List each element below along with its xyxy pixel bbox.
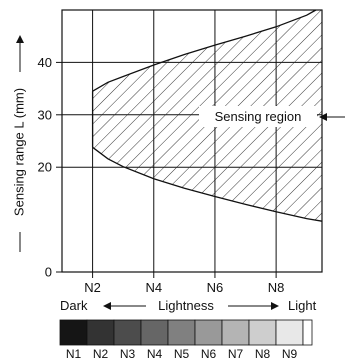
region-callout: Sensing region bbox=[199, 106, 345, 127]
scale-label: N8 bbox=[255, 347, 271, 361]
scale-swatch bbox=[248, 319, 277, 346]
scale-swatch bbox=[194, 319, 223, 346]
upper-boundary-line bbox=[92, 9, 317, 92]
scale-label: N4 bbox=[147, 347, 163, 361]
y-tick-label: 40 bbox=[38, 55, 52, 70]
lightness-title: Lightness bbox=[158, 298, 214, 313]
y-tick-label: 20 bbox=[38, 160, 52, 175]
region-label-box bbox=[199, 106, 317, 127]
lightness-scale-labels: N1 N2 N3 N4 N5 N6 N7 N8 N9 bbox=[66, 347, 298, 361]
scale-swatch bbox=[140, 319, 169, 346]
scale-label: N5 bbox=[174, 347, 190, 361]
x-tick-label: N8 bbox=[268, 280, 285, 295]
x-tick-label: N6 bbox=[207, 280, 224, 295]
lightness-row: Dark Lightness Light bbox=[60, 298, 317, 313]
scale-swatch bbox=[275, 319, 304, 346]
scale-swatch bbox=[113, 319, 142, 346]
region-label: Sensing region bbox=[215, 109, 302, 124]
scale-swatch bbox=[221, 319, 250, 346]
lightness-scale bbox=[59, 319, 313, 346]
scale-label: N7 bbox=[228, 347, 244, 361]
lightness-light-label: Light bbox=[288, 298, 317, 313]
scale-swatch bbox=[59, 319, 88, 346]
scale-swatch bbox=[167, 319, 196, 346]
x-tick-label: N2 bbox=[84, 280, 101, 295]
y-tick-label: 0 bbox=[45, 265, 52, 280]
x-axis-ticks: N2 N4 N6 N8 bbox=[84, 272, 284, 295]
lightness-dark-label: Dark bbox=[60, 298, 88, 313]
y-axis-title-group: Sensing range L (mm) bbox=[11, 35, 26, 252]
scale-label: N9 bbox=[282, 347, 298, 361]
scale-label: N1 bbox=[66, 347, 82, 361]
scale-label: N6 bbox=[201, 347, 217, 361]
scale-label: N3 bbox=[120, 347, 136, 361]
lower-boundary-line bbox=[92, 146, 323, 222]
scale-swatch bbox=[302, 319, 313, 346]
plot-frame bbox=[61, 9, 323, 273]
x-tick-label: N4 bbox=[145, 280, 162, 295]
scale-label: N2 bbox=[93, 347, 109, 361]
scale-swatch bbox=[86, 319, 115, 346]
y-axis-title: Sensing range L (mm) bbox=[11, 88, 26, 216]
y-tick-label: 30 bbox=[38, 107, 52, 122]
y-axis-ticks: 0 20 30 40 bbox=[38, 55, 62, 280]
